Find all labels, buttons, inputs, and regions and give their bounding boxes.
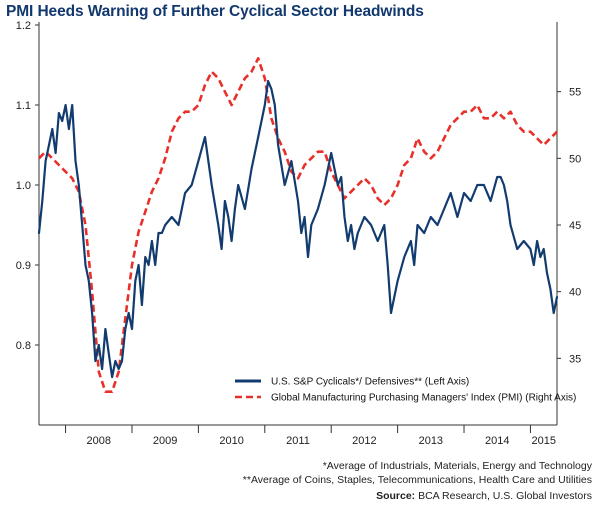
x-axis-tick-label: 2010 [219, 435, 243, 447]
right-axis-tick-label: 40 [569, 287, 581, 299]
left-axis-tick-label: 1.2 [16, 20, 31, 32]
series-layer [37, 57, 559, 393]
source-line: Source: BCA Research, U.S. Global Invest… [376, 490, 592, 502]
x-axis-tick-label: 2011 [286, 435, 310, 447]
left-axis-tick-label: 1.0 [16, 180, 31, 192]
x-axis-tick-label: 2008 [87, 435, 111, 447]
right-axis-tick-label: 55 [569, 87, 581, 99]
series-line-cyclicals-defensives [37, 79, 559, 379]
footnote-cyclicals: *Average of Industrials, Materials, Ener… [322, 460, 592, 472]
axes: 0.8 0.9 1.0 1.1 1.2 35 40 45 50 55 2008 2009 2010 201… [16, 20, 582, 447]
x-axis-tick-label: 2015 [531, 435, 555, 447]
series-line-global-pmi [38, 57, 558, 393]
left-axis-tick-label: 0.8 [16, 340, 31, 352]
legend-label-global-pmi: Global Manufacturing Purchasing Managers… [271, 393, 576, 404]
x-axis-tick-label: 2012 [352, 435, 376, 447]
legend-label-cyclicals-defensives: U.S. S&P Cyclicals*/ Defensives** (Left … [271, 377, 469, 388]
right-axis-tick-label: 35 [569, 353, 581, 365]
footnote-defensives: **Average of Coins, Staples, Telecommuni… [242, 474, 592, 486]
x-axis-tick-label: 2009 [153, 435, 177, 447]
x-axis-tick-label: 2014 [485, 435, 509, 447]
right-axis-tick-label: 50 [569, 153, 581, 165]
x-axis-tick-label: 2013 [419, 435, 443, 447]
source-text: BCA Research, U.S. Global Investors [415, 490, 592, 502]
right-axis-tick-label: 45 [569, 220, 581, 232]
left-axis-tick-label: 0.9 [16, 260, 31, 272]
source-label: Source: [376, 490, 416, 502]
left-axis-tick-label: 1.1 [16, 100, 31, 112]
chart-title: PMI Heeds Warning of Further Cyclical Se… [6, 3, 424, 20]
legend: U.S. S&P Cyclicals*/ Defensives** (Left … [235, 377, 576, 404]
